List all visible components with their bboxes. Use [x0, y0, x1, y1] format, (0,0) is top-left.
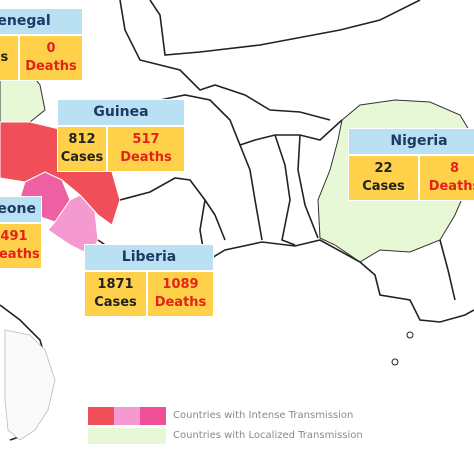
deaths-label: Deaths: [428, 179, 474, 194]
legend-swatch: [88, 428, 166, 444]
country-name: Senegal: [0, 8, 83, 35]
inset-africa: [4, 329, 56, 441]
deaths-count: 491: [0, 229, 28, 244]
deaths-label: Deaths: [120, 150, 172, 165]
legend-label: Countries with Localized Transmission: [173, 430, 363, 441]
deaths-label: Deaths: [25, 59, 77, 74]
liberia-box: Liberia 1871 Cases 1089 Deaths: [84, 244, 214, 317]
cases-count: 812: [68, 132, 96, 147]
deaths-count: 1089: [162, 277, 199, 292]
senegal-box: Senegal Cases 0 Deaths: [0, 8, 83, 81]
legend-swatch: [88, 407, 114, 425]
legend-label: Countries with Intense Transmission: [173, 410, 354, 421]
deaths-label: Deaths: [0, 247, 40, 262]
cases-label: Cases: [60, 150, 104, 165]
country-name: Sierra Leone: [0, 196, 42, 223]
country-name: Liberia: [84, 244, 214, 271]
deaths-count: 8: [449, 161, 460, 176]
sierra-leone-box: Sierra Leone 491 Deaths: [0, 196, 42, 269]
cases-label: Cases: [94, 295, 137, 310]
legend-swatch: [140, 407, 166, 425]
cases-label: Cases: [362, 179, 405, 194]
cases-count: 22: [374, 161, 393, 176]
cases-count: 1871: [97, 277, 134, 292]
island: [406, 331, 414, 339]
guinea-box: Guinea 812 Cases 517 Deaths: [57, 99, 185, 172]
cases-label: Cases: [0, 50, 9, 65]
deaths-count: 0: [46, 41, 56, 56]
country-name: Guinea: [57, 99, 185, 126]
deaths-count: 517: [132, 132, 160, 147]
legend-swatch: [114, 407, 140, 425]
country-name: Nigeria: [348, 128, 474, 155]
deaths-label: Deaths: [154, 295, 207, 310]
island: [391, 358, 399, 366]
nigeria-box: Nigeria 22 Cases 8 Deaths: [348, 128, 474, 201]
